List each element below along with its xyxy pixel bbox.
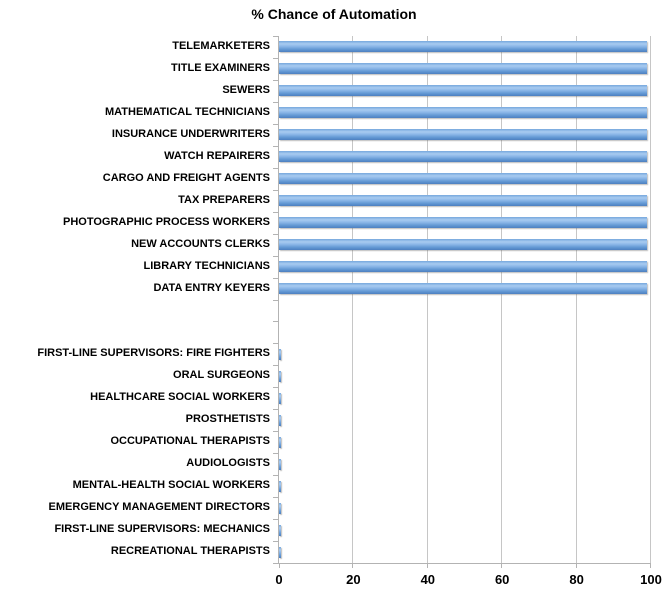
- x-tick-label: 60: [494, 572, 510, 587]
- bar: [279, 63, 648, 75]
- x-axis-tick: [650, 563, 651, 568]
- x-tick-label: 80: [569, 572, 584, 587]
- category-label: LIBRARY TECHNICIANS: [143, 259, 270, 272]
- category-label: FIRST-LINE SUPERVISORS: MECHANICS: [54, 523, 270, 536]
- category-label: SEWERS: [222, 83, 270, 96]
- gridline-x-60: [501, 36, 503, 563]
- bar: [279, 129, 648, 141]
- x-axis-tick: [575, 563, 577, 568]
- bar: [279, 41, 648, 53]
- gridline-x-20: [352, 36, 354, 563]
- y-axis-tick: [273, 80, 279, 81]
- bar: [279, 217, 648, 229]
- category-label: OCCUPATIONAL THERAPISTS: [110, 435, 270, 448]
- bar: [279, 85, 648, 97]
- x-axis-tick: [352, 563, 354, 568]
- bar: [279, 261, 648, 273]
- gridline-x-40: [426, 36, 428, 563]
- y-axis-tick: [273, 300, 279, 301]
- gridline-x-100: [650, 36, 651, 563]
- x-tick-label: 20: [346, 572, 361, 587]
- y-axis-tick: [273, 58, 279, 59]
- category-label: AUDIOLOGISTS: [186, 457, 270, 470]
- y-axis-tick: [273, 36, 279, 37]
- plot-area: 0 20 40 60 80 100: [273, 36, 662, 587]
- bar: [279, 239, 648, 251]
- chart-title: % Chance of Automation: [251, 6, 417, 22]
- bar: [279, 458, 281, 470]
- category-label: PROSTHETISTS: [185, 413, 270, 426]
- category-label: CARGO AND FREIGHT AGENTS: [102, 171, 270, 184]
- bar: [279, 524, 281, 536]
- x-tick-label: 40: [420, 572, 436, 587]
- x-tick-label: 100: [640, 572, 662, 587]
- y-axis-tick: [273, 431, 279, 432]
- gridline-x-80: [575, 36, 577, 563]
- category-label: INSURANCE UNDERWRITERS: [111, 127, 270, 140]
- bar: [279, 414, 281, 426]
- bar: [279, 173, 648, 185]
- y-axis-tick: [273, 190, 279, 191]
- y-axis-tick: [273, 146, 279, 147]
- bar: [279, 107, 648, 119]
- y-axis-tick: [273, 343, 279, 344]
- x-axis-tick: [426, 563, 428, 568]
- y-axis-tick: [273, 453, 279, 454]
- y-axis-tick: [273, 541, 279, 542]
- y-axis-tick: [273, 234, 279, 235]
- y-axis-tick: [273, 365, 279, 366]
- bar: [279, 546, 281, 558]
- category-label: HEALTHCARE SOCIAL WORKERS: [90, 391, 270, 404]
- bar: [279, 195, 648, 207]
- y-axis-tick: [273, 212, 279, 213]
- category-label: ORAL SURGEONS: [173, 369, 270, 382]
- x-tick-label: 0: [275, 572, 283, 587]
- bar: [279, 436, 281, 448]
- y-axis-tick: [273, 409, 279, 410]
- y-axis-tick: [273, 124, 279, 125]
- category-label: EMERGENCY MANAGEMENT DIRECTORS: [48, 501, 270, 514]
- y-axis-tick: [273, 321, 279, 322]
- x-axis-tick: [501, 563, 503, 568]
- y-axis-tick: [273, 256, 279, 257]
- y-axis-tick: [273, 497, 279, 498]
- bar: [279, 151, 648, 163]
- category-label: TAX PREPARERS: [178, 193, 270, 206]
- y-axis-tick: [273, 475, 279, 476]
- category-label: WATCH REPAIRERS: [164, 149, 270, 162]
- bar: [279, 502, 281, 514]
- y-axis-tick: [273, 278, 279, 279]
- category-label: FIRST-LINE SUPERVISORS: FIRE FIGHTERS: [37, 347, 270, 360]
- category-label: RECREATIONAL THERAPISTS: [110, 545, 270, 558]
- bar: [279, 392, 281, 404]
- category-label: TITLE EXAMINERS: [170, 61, 270, 74]
- category-label: DATA ENTRY KEYERS: [153, 281, 270, 294]
- y-axis-tick: [273, 102, 279, 103]
- bar: [279, 348, 281, 360]
- category-label: TELEMARKETERS: [172, 40, 270, 52]
- y-axis-tick: [273, 563, 279, 564]
- category-label: MENTAL-HEALTH SOCIAL WORKERS: [72, 479, 270, 492]
- bar: [279, 370, 281, 382]
- y-axis-tick: [273, 387, 279, 388]
- category-label: NEW ACCOUNTS CLERKS: [131, 237, 270, 250]
- y-axis-tick: [273, 519, 279, 520]
- y-axis-tick: [273, 168, 279, 169]
- bar: [279, 480, 281, 492]
- x-axis-tick: [279, 563, 280, 568]
- category-label: MATHEMATICAL TECHNICIANS: [105, 105, 270, 118]
- category-label: PHOTOGRAPHIC PROCESS WORKERS: [63, 215, 270, 228]
- bar: [279, 283, 648, 295]
